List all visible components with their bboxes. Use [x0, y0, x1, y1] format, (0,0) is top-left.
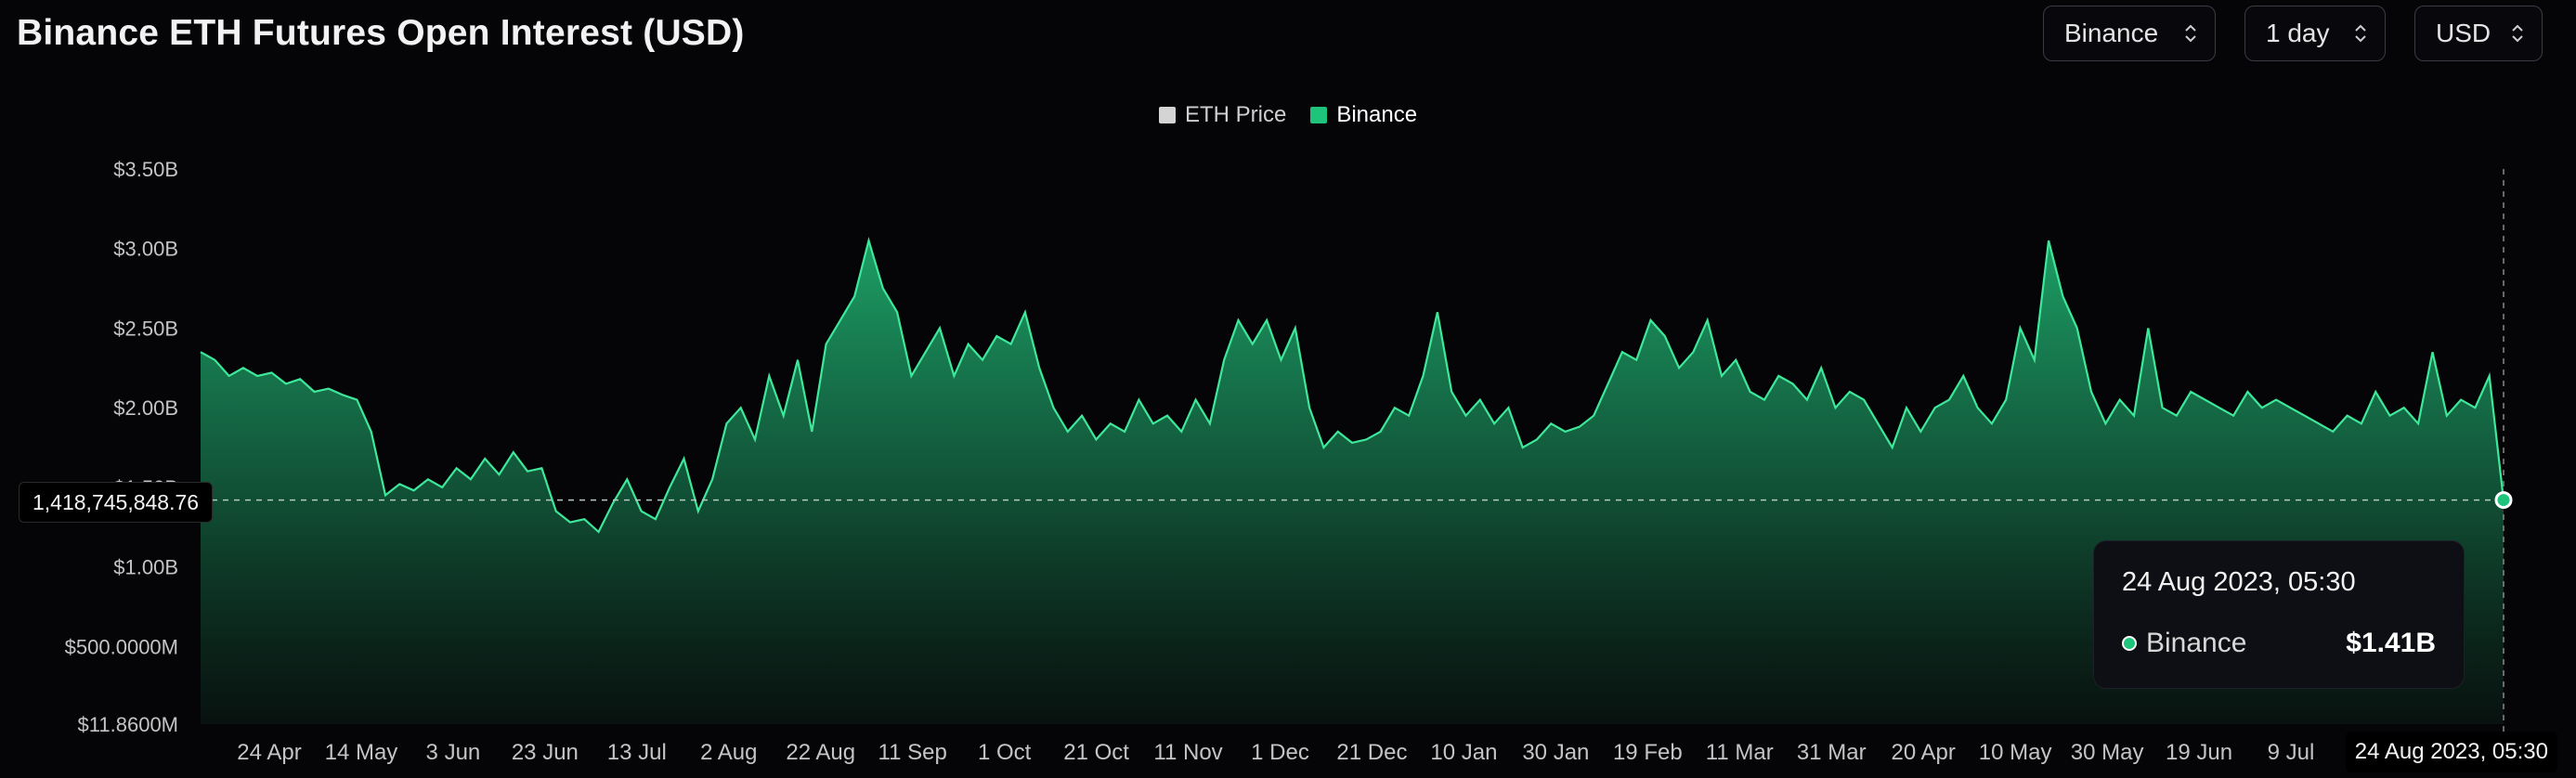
x-tick-label: 19 Feb: [1613, 740, 1683, 765]
x-tick-label: 23 Jun: [512, 740, 579, 765]
x-tick-label: 14 May: [325, 740, 398, 765]
tooltip-date: 24 Aug 2023, 05:30: [2122, 567, 2356, 597]
open-interest-line: [200, 236, 2505, 534]
legend-swatch: [1158, 107, 1176, 123]
currency-select[interactable]: USD: [2414, 6, 2543, 61]
x-tick-label: 1 Oct: [978, 740, 1032, 765]
y-tick-label: $500.0000M: [65, 635, 178, 658]
x-tick-label: 30 Jan: [1522, 740, 1589, 765]
legend-label: ETH Price: [1184, 102, 1287, 127]
interval-select[interactable]: 1 day: [2244, 6, 2386, 61]
x-tick-label: 10 May: [1979, 740, 2052, 765]
x-tick-label: 19 Jun: [2166, 740, 2232, 765]
y-tick-label: $3.50B: [113, 158, 178, 181]
y-tick-label: $1.00B: [113, 556, 178, 579]
series-dot-icon: [2122, 636, 2137, 651]
x-axis: 24 Apr 14 May 3 Jun 23 Jun 13 Jul 2 Aug 22 Aug…: [237, 740, 2314, 765]
page-title: Binance ETH Futures Open Interest (USD): [17, 13, 745, 53]
x-tick-label: 10 Jan: [1430, 740, 1497, 765]
x-tick-label: 20 Apr: [1891, 740, 1955, 765]
x-tick-label: 9 Jul: [2268, 740, 2315, 765]
x-tick-label: 11 Mar: [1706, 740, 1774, 765]
y-tick-label: $2.50B: [113, 317, 178, 340]
y-tick-label: $11.8600M: [78, 713, 178, 736]
x-tick-label: 22 Aug: [786, 740, 855, 765]
tooltip-row: Binance $1.41B: [2122, 628, 2436, 659]
interval-select-value: 1 day: [2266, 19, 2330, 47]
legend-swatch: [1310, 107, 1328, 123]
currency-select-value: USD: [2436, 19, 2491, 47]
x-tick-label: 21 Oct: [1063, 740, 1129, 765]
legend-item-eth-price[interactable]: ETH Price: [1158, 102, 1287, 128]
y-tick-label: $2.00B: [113, 396, 178, 420]
tooltip-series-name: Binance: [2146, 628, 2247, 658]
y-axis: $11.8600M$500.0000M$1.00B$1.50B$2.00B$2.…: [65, 158, 178, 736]
x-tick-label: 13 Jul: [607, 740, 667, 765]
legend-label: Binance: [1336, 102, 1418, 127]
chevron-up-down-icon: [2185, 24, 2196, 43]
exchange-select-value: Binance: [2064, 19, 2159, 47]
chevron-up-down-icon: [2512, 24, 2523, 43]
y-tick-label: $3.00B: [113, 238, 178, 261]
tooltip-value: $1.41B: [2346, 628, 2436, 658]
exchange-select[interactable]: Binance: [2043, 6, 2216, 61]
x-crosshair-date-label: 24 Aug 2023, 05:30: [2345, 732, 2557, 772]
x-tick-label: 21 Dec: [1336, 740, 1407, 765]
x-tick-label: 24 Apr: [237, 740, 301, 765]
x-tick-label: 3 Jun: [426, 740, 481, 765]
x-tick-label: 1 Dec: [1251, 740, 1309, 765]
open-interest-area: [201, 240, 2504, 725]
x-tick-label: 11 Nov: [1153, 740, 1222, 765]
x-tick-label: 11 Sep: [878, 740, 947, 765]
x-tick-label: 30 May: [2071, 740, 2144, 765]
chart-tooltip: 24 Aug 2023, 05:30 Binance $1.41B: [2093, 540, 2465, 689]
y-crosshair-value-label: 1,418,745,848.76: [19, 482, 214, 523]
chart-legend: ETH Price Binance: [0, 102, 2576, 128]
chevron-up-down-icon: [2355, 24, 2366, 43]
hover-point: [2494, 491, 2513, 510]
legend-item-binance[interactable]: Binance: [1310, 102, 1417, 128]
x-tick-label: 2 Aug: [700, 740, 757, 765]
x-tick-label: 31 Mar: [1797, 740, 1867, 765]
